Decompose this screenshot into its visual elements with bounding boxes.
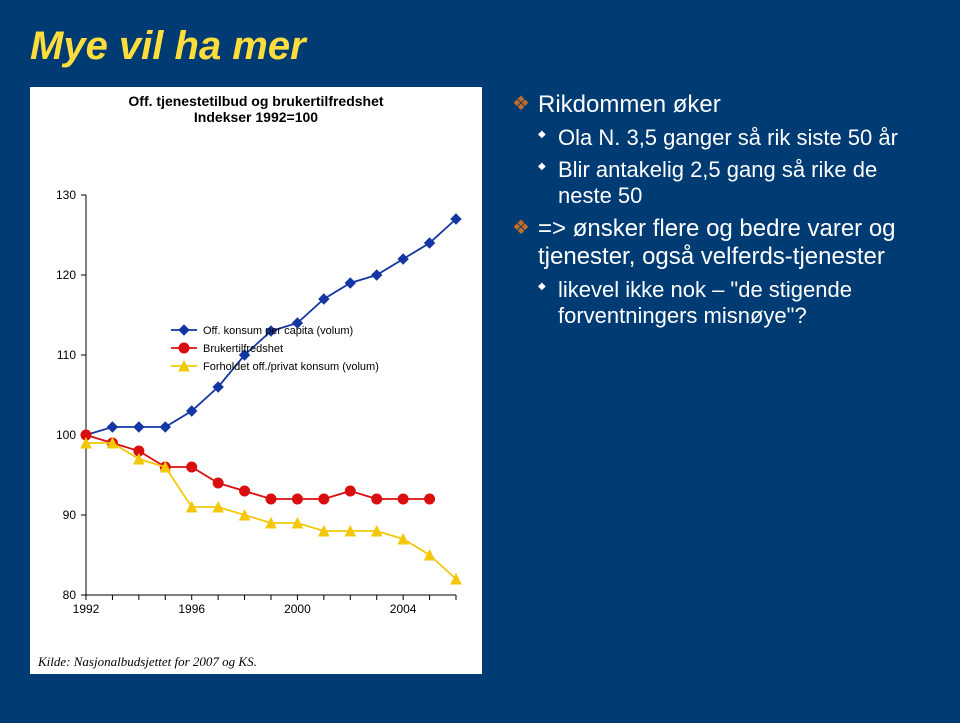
bullet-l2: Blir antakelig 2,5 gang så rike de neste…: [512, 157, 930, 209]
line-chart: 80 90 100 110 120 130 1992 1996 2000 2004 Off. kon…: [36, 125, 476, 645]
bullet-l2: Ola N. 3,5 ganger så rik siste 50 år: [512, 125, 930, 151]
chart-title-line1: Off. tjenestetilbud og brukertilfredshet: [128, 93, 383, 109]
svg-text:100: 100: [56, 428, 76, 442]
svg-text:90: 90: [63, 508, 77, 522]
svg-text:2004: 2004: [390, 602, 417, 616]
svg-text:Forholdet off./privat konsum (: Forholdet off./privat konsum (volum): [203, 361, 379, 373]
slide: Mye vil ha mer Off. tjenestetilbud og br…: [0, 0, 960, 723]
chart-panel: Off. tjenestetilbud og brukertilfredshet…: [30, 87, 482, 674]
page-title: Mye vil ha mer: [30, 24, 930, 69]
bullet-l2: likevel ikke nok – "de stigende forventn…: [512, 277, 930, 329]
bullet-l1: => ønsker flere og bedre varer og tjenes…: [512, 215, 930, 271]
svg-text:2000: 2000: [284, 602, 311, 616]
bullet-list: Rikdommen øker Ola N. 3,5 ganger så rik …: [482, 87, 930, 335]
svg-text:130: 130: [56, 188, 76, 202]
chart-source: Kilde: Nasjonalbudsjettet for 2007 og KS…: [36, 650, 476, 672]
bullet-l1: Rikdommen øker: [512, 91, 930, 119]
svg-text:1996: 1996: [178, 602, 205, 616]
svg-text:1992: 1992: [73, 602, 100, 616]
svg-text:Brukertilfredshet: Brukertilfredshet: [203, 343, 283, 355]
chart-title-line2: Indekser 1992=100: [194, 109, 318, 125]
svg-text:120: 120: [56, 268, 76, 282]
svg-text:Off. konsum per capita (volum): Off. konsum per capita (volum): [203, 325, 353, 337]
svg-text:80: 80: [63, 588, 77, 602]
chart-title: Off. tjenestetilbud og brukertilfredshet…: [36, 93, 476, 125]
content-row: Off. tjenestetilbud og brukertilfredshet…: [30, 87, 930, 674]
svg-text:110: 110: [57, 348, 76, 362]
